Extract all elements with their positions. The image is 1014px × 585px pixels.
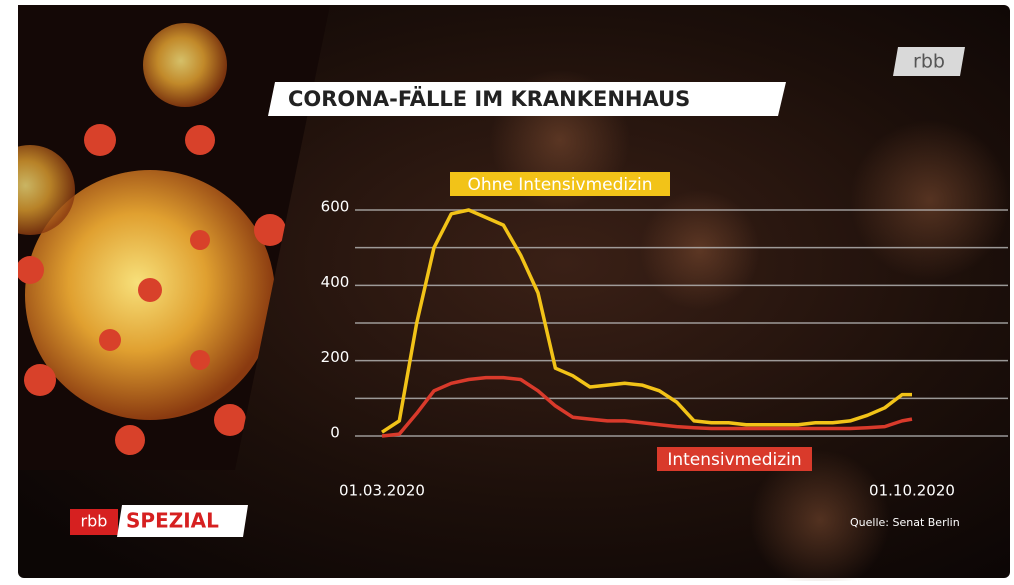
channel-logo: rbb	[913, 51, 945, 73]
program-logo-box	[70, 509, 118, 535]
source: Quelle: Senat Berlin	[850, 516, 960, 529]
series-line	[381, 375, 913, 438]
legend-box	[450, 172, 670, 196]
channel-logo-box	[893, 47, 965, 76]
x-tick-label: 01.03.2020	[339, 482, 425, 500]
x-tick-label: 01.10.2020	[869, 482, 955, 500]
bokeh	[850, 120, 1010, 280]
virus-image	[18, 5, 330, 470]
y-tick-label: 400	[321, 273, 350, 291]
series-line	[381, 208, 912, 434]
legend-label: Intensivmedizin	[667, 450, 801, 470]
chart-title: CORONA-FÄLLE IM KRANKENHAUS	[288, 86, 690, 111]
bokeh	[750, 450, 890, 585]
legend-box	[657, 447, 812, 471]
program-name-box	[117, 505, 248, 537]
y-tick-label: 600	[321, 198, 350, 216]
program-name: SPEZIAL	[126, 509, 219, 533]
bokeh	[640, 190, 760, 310]
y-tick-label: 200	[321, 348, 350, 366]
y-tick-label: 0	[330, 424, 340, 442]
title-box	[268, 82, 786, 116]
legend-label: Ohne Intensivmedizin	[467, 175, 652, 195]
program-logo: rbb	[81, 512, 108, 531]
